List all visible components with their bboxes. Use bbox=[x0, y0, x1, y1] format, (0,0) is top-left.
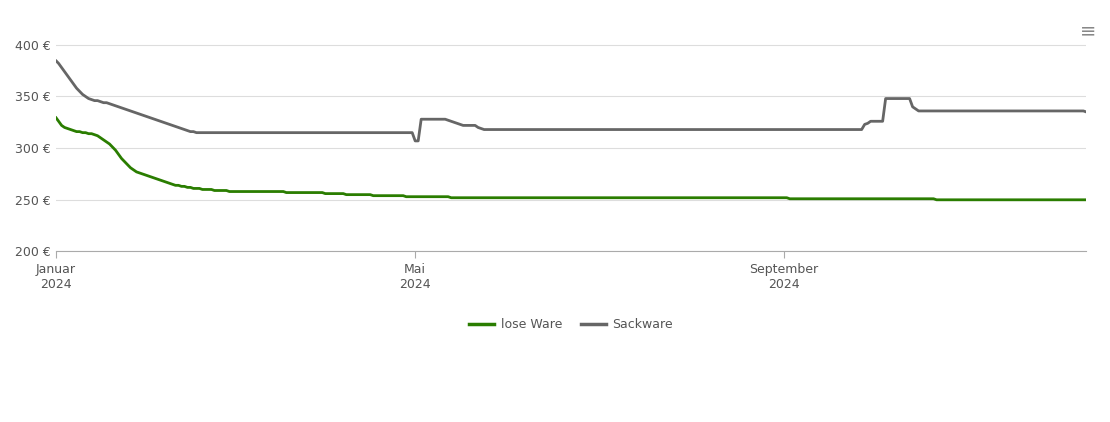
Legend: lose Ware, Sackware: lose Ware, Sackware bbox=[464, 313, 677, 336]
Text: ≡: ≡ bbox=[1080, 22, 1097, 41]
